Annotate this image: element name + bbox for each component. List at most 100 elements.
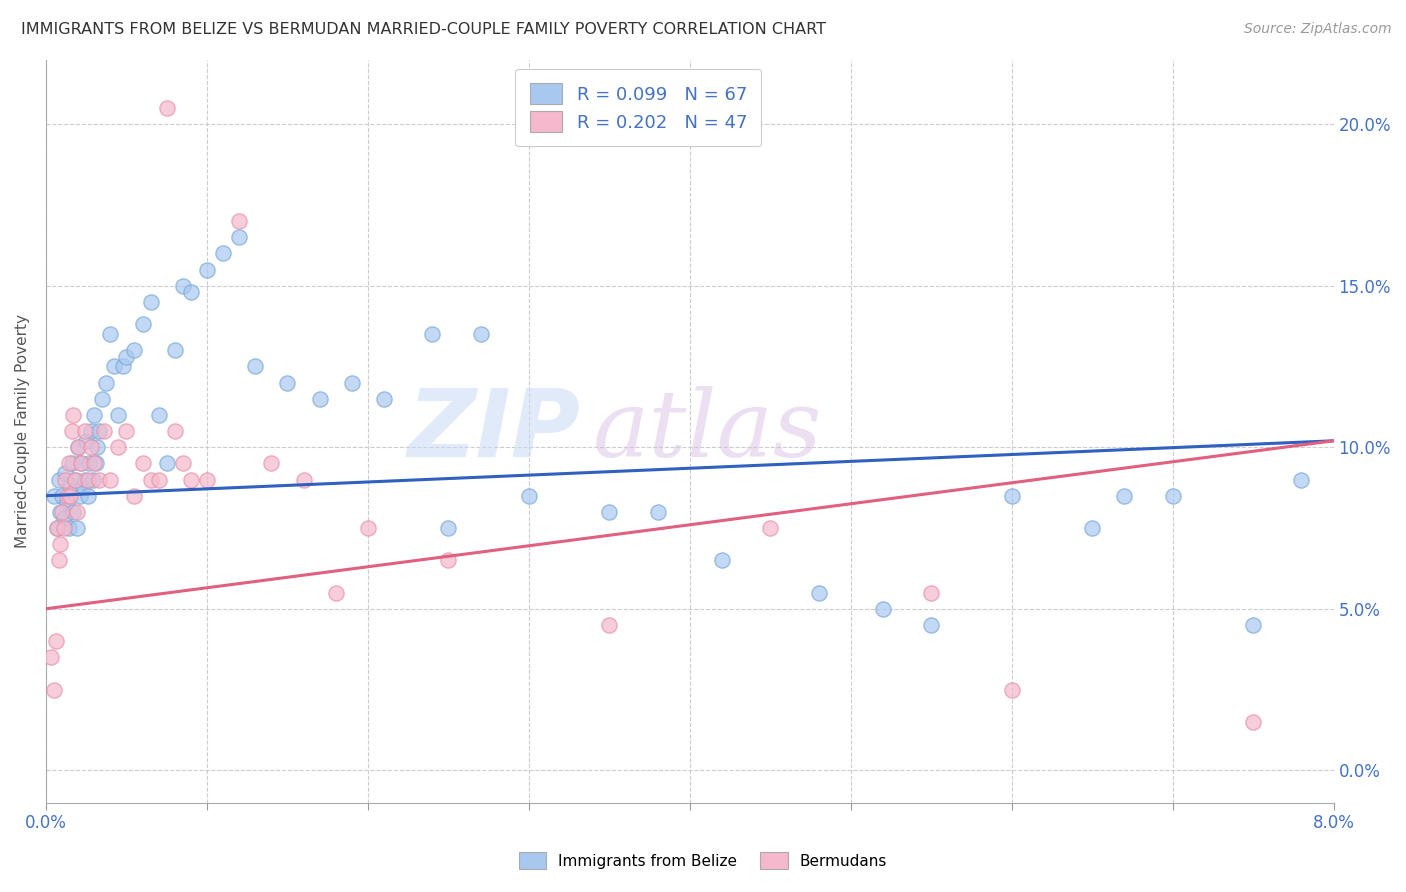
Point xyxy=(172,457,194,471)
Point xyxy=(124,343,146,358)
Point xyxy=(115,350,138,364)
Point xyxy=(1001,489,1024,503)
Point xyxy=(148,473,170,487)
Point xyxy=(80,440,103,454)
Point xyxy=(598,505,620,519)
Point xyxy=(131,318,153,332)
Point xyxy=(48,553,70,567)
Point xyxy=(76,489,98,503)
Point xyxy=(711,553,734,567)
Point xyxy=(115,424,138,438)
Point xyxy=(139,294,162,309)
Point xyxy=(437,521,460,535)
Point xyxy=(62,408,84,422)
Point xyxy=(1161,489,1184,503)
Point xyxy=(920,618,942,632)
Point xyxy=(86,440,108,454)
Point xyxy=(60,457,83,471)
Point xyxy=(93,424,115,438)
Point xyxy=(212,246,235,260)
Point xyxy=(1081,521,1104,535)
Point xyxy=(163,424,186,438)
Point xyxy=(56,495,79,509)
Point xyxy=(52,511,75,525)
Point xyxy=(647,505,669,519)
Point xyxy=(124,489,146,503)
Text: ZIP: ZIP xyxy=(408,385,581,477)
Legend: R = 0.099   N = 67, R = 0.202   N = 47: R = 0.099 N = 67, R = 0.202 N = 47 xyxy=(515,69,762,146)
Point xyxy=(156,101,179,115)
Point xyxy=(260,457,283,471)
Point xyxy=(42,682,65,697)
Point xyxy=(63,473,86,487)
Point xyxy=(228,214,250,228)
Point xyxy=(51,489,73,503)
Point xyxy=(49,505,72,519)
Point xyxy=(76,473,98,487)
Point xyxy=(45,634,67,648)
Point xyxy=(79,457,101,471)
Point xyxy=(139,473,162,487)
Point xyxy=(112,359,135,374)
Point xyxy=(98,473,121,487)
Point xyxy=(70,457,93,471)
Point xyxy=(172,278,194,293)
Point xyxy=(62,505,84,519)
Point xyxy=(156,457,179,471)
Point xyxy=(598,618,620,632)
Point xyxy=(91,392,114,406)
Point xyxy=(180,285,202,300)
Point xyxy=(759,521,782,535)
Point xyxy=(373,392,395,406)
Point xyxy=(98,327,121,342)
Point xyxy=(420,327,443,342)
Point xyxy=(1241,714,1264,729)
Point xyxy=(67,440,90,454)
Point xyxy=(63,473,86,487)
Legend: Immigrants from Belize, Bermudans: Immigrants from Belize, Bermudans xyxy=(513,846,893,875)
Point xyxy=(920,585,942,599)
Point xyxy=(163,343,186,358)
Point xyxy=(148,408,170,422)
Point xyxy=(58,457,80,471)
Point xyxy=(42,489,65,503)
Point xyxy=(1114,489,1136,503)
Point xyxy=(131,457,153,471)
Point xyxy=(65,505,87,519)
Point xyxy=(83,408,105,422)
Point xyxy=(308,392,330,406)
Point xyxy=(67,440,90,454)
Point xyxy=(72,479,94,493)
Point xyxy=(292,473,315,487)
Point xyxy=(73,473,96,487)
Point xyxy=(59,489,82,503)
Point xyxy=(69,489,91,503)
Point xyxy=(325,585,347,599)
Point xyxy=(437,553,460,567)
Point xyxy=(39,650,62,665)
Point xyxy=(807,585,830,599)
Point xyxy=(51,505,73,519)
Point xyxy=(46,521,69,535)
Point xyxy=(80,424,103,438)
Y-axis label: Married-Couple Family Poverty: Married-Couple Family Poverty xyxy=(15,314,30,548)
Point xyxy=(84,457,107,471)
Point xyxy=(60,424,83,438)
Point xyxy=(87,424,110,438)
Point xyxy=(340,376,363,390)
Point xyxy=(46,521,69,535)
Point xyxy=(56,489,79,503)
Point xyxy=(872,601,894,615)
Point xyxy=(59,479,82,493)
Point xyxy=(1291,473,1313,487)
Text: Source: ZipAtlas.com: Source: ZipAtlas.com xyxy=(1244,22,1392,37)
Point xyxy=(1241,618,1264,632)
Point xyxy=(73,424,96,438)
Point xyxy=(107,440,129,454)
Point xyxy=(48,473,70,487)
Point xyxy=(52,521,75,535)
Point xyxy=(245,359,267,374)
Text: IMMIGRANTS FROM BELIZE VS BERMUDAN MARRIED-COUPLE FAMILY POVERTY CORRELATION CHA: IMMIGRANTS FROM BELIZE VS BERMUDAN MARRI… xyxy=(21,22,827,37)
Point xyxy=(228,230,250,244)
Point xyxy=(357,521,380,535)
